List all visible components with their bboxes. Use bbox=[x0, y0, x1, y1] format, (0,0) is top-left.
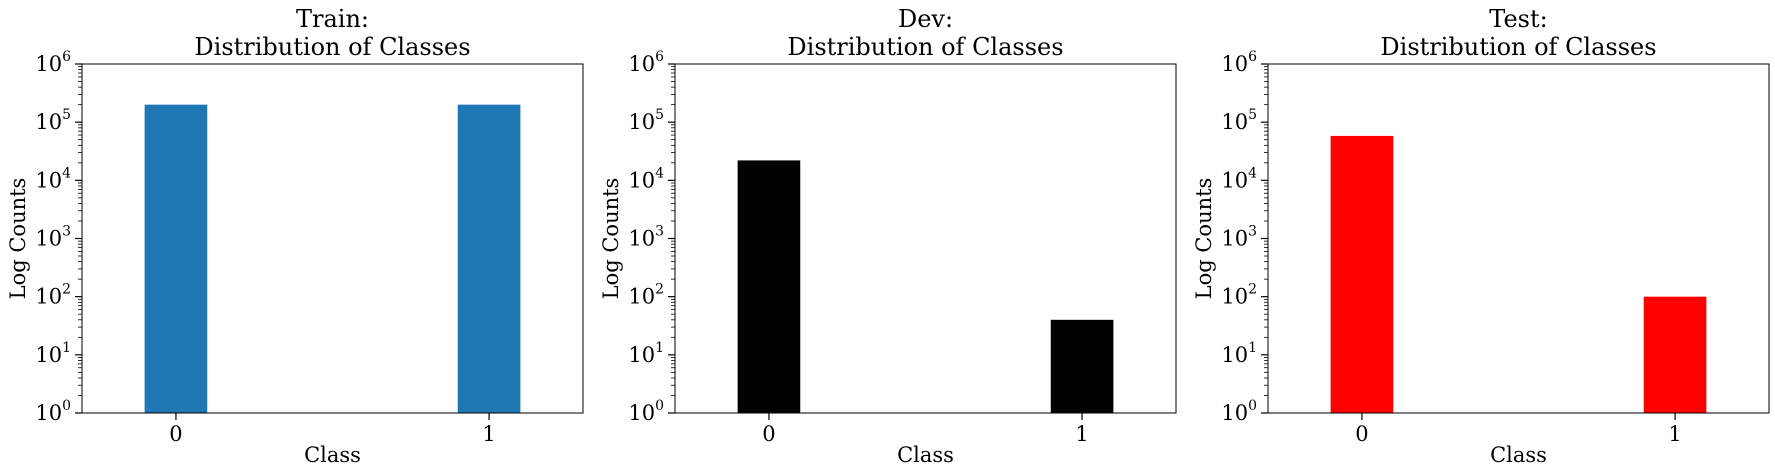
y-tick-label: 100 bbox=[35, 398, 71, 425]
y-tick-base: 10 bbox=[628, 168, 655, 192]
y-tick-base: 10 bbox=[1221, 110, 1248, 134]
y-tick-exponent: 5 bbox=[1248, 107, 1257, 123]
y-tick-base: 10 bbox=[1221, 168, 1248, 192]
x-tick-label: 1 bbox=[482, 422, 495, 446]
y-tick-exponent: 1 bbox=[655, 340, 664, 356]
y-tick-label: 102 bbox=[35, 282, 71, 309]
bar-class-1 bbox=[1050, 319, 1114, 413]
y-tick-base: 10 bbox=[628, 52, 655, 76]
chart-title-line1: Dev: bbox=[898, 5, 953, 33]
y-tick-base: 10 bbox=[1221, 343, 1248, 367]
bar-class-0 bbox=[737, 160, 801, 413]
y-tick-exponent: 2 bbox=[655, 282, 664, 298]
y-tick-label: 103 bbox=[35, 224, 71, 251]
y-tick-base: 10 bbox=[1221, 52, 1248, 76]
y-tick-label: 102 bbox=[1221, 282, 1257, 309]
chart-title-line2: Distribution of Classes bbox=[787, 33, 1063, 61]
y-tick-label: 103 bbox=[1221, 224, 1257, 251]
y-axis-label: Log Counts bbox=[599, 178, 623, 300]
bar-class-0 bbox=[1330, 135, 1394, 413]
bar-class-1 bbox=[1643, 296, 1707, 413]
y-tick-label: 101 bbox=[35, 340, 71, 367]
chart-title-line1: Test: bbox=[1489, 5, 1547, 33]
y-tick-base: 10 bbox=[628, 110, 655, 134]
y-tick-base: 10 bbox=[35, 52, 62, 76]
y-tick-exponent: 4 bbox=[655, 165, 664, 181]
y-tick-exponent: 3 bbox=[62, 224, 71, 240]
y-tick-label: 100 bbox=[1221, 398, 1257, 425]
bar-class-0 bbox=[144, 104, 208, 414]
y-tick-exponent: 0 bbox=[1248, 398, 1257, 414]
y-tick-base: 10 bbox=[1221, 285, 1248, 309]
y-tick-exponent: 6 bbox=[655, 49, 664, 65]
y-tick-exponent: 5 bbox=[62, 107, 71, 123]
y-tick-label: 105 bbox=[1221, 107, 1257, 134]
y-tick-base: 10 bbox=[35, 168, 62, 192]
chart-title-line2: Distribution of Classes bbox=[194, 33, 470, 61]
y-tick-label: 105 bbox=[628, 107, 664, 134]
y-tick-label: 106 bbox=[628, 49, 664, 76]
y-tick-base: 10 bbox=[35, 110, 62, 134]
y-tick-label: 104 bbox=[1221, 165, 1257, 192]
y-tick-base: 10 bbox=[628, 401, 655, 425]
y-tick-label: 104 bbox=[628, 165, 664, 192]
y-tick-exponent: 4 bbox=[62, 165, 71, 181]
chart-title-line1: Train: bbox=[296, 5, 369, 33]
y-tick-label: 103 bbox=[628, 224, 664, 251]
y-tick-base: 10 bbox=[35, 343, 62, 367]
chart-title-line2: Distribution of Classes bbox=[1380, 33, 1656, 61]
y-tick-base: 10 bbox=[628, 285, 655, 309]
y-tick-exponent: 0 bbox=[62, 398, 71, 414]
x-tick-label: 1 bbox=[1075, 422, 1088, 446]
y-tick-exponent: 1 bbox=[1248, 340, 1257, 356]
y-tick-exponent: 2 bbox=[62, 282, 71, 298]
x-axis-label: Class bbox=[897, 443, 954, 467]
y-tick-exponent: 6 bbox=[62, 49, 71, 65]
y-tick-exponent: 3 bbox=[1248, 224, 1257, 240]
y-tick-base: 10 bbox=[35, 401, 62, 425]
x-tick-label: 0 bbox=[169, 422, 182, 446]
y-tick-label: 101 bbox=[1221, 340, 1257, 367]
y-tick-base: 10 bbox=[628, 343, 655, 367]
y-tick-label: 106 bbox=[1221, 49, 1257, 76]
y-tick-base: 10 bbox=[35, 285, 62, 309]
y-tick-label: 101 bbox=[628, 340, 664, 367]
y-tick-exponent: 2 bbox=[1248, 282, 1257, 298]
x-axis-label: Class bbox=[304, 443, 361, 467]
y-tick-base: 10 bbox=[628, 227, 655, 251]
x-tick-label: 0 bbox=[1355, 422, 1368, 446]
x-axis-label: Class bbox=[1490, 443, 1547, 467]
y-tick-exponent: 0 bbox=[655, 398, 664, 414]
y-axis-label: Log Counts bbox=[1192, 178, 1216, 300]
y-tick-base: 10 bbox=[35, 227, 62, 251]
y-tick-exponent: 6 bbox=[1248, 49, 1257, 65]
y-tick-label: 100 bbox=[628, 398, 664, 425]
y-tick-exponent: 3 bbox=[655, 224, 664, 240]
y-tick-label: 104 bbox=[35, 165, 71, 192]
y-tick-label: 106 bbox=[35, 49, 71, 76]
y-tick-exponent: 1 bbox=[62, 340, 71, 356]
x-tick-label: 0 bbox=[762, 422, 775, 446]
y-tick-label: 102 bbox=[628, 282, 664, 309]
y-tick-exponent: 4 bbox=[1248, 165, 1257, 181]
y-tick-base: 10 bbox=[1221, 401, 1248, 425]
y-tick-exponent: 5 bbox=[655, 107, 664, 123]
y-tick-label: 105 bbox=[35, 107, 71, 134]
x-tick-label: 1 bbox=[1668, 422, 1681, 446]
bar-class-1 bbox=[457, 104, 521, 414]
y-axis-label: Log Counts bbox=[6, 178, 30, 300]
y-tick-base: 10 bbox=[1221, 227, 1248, 251]
